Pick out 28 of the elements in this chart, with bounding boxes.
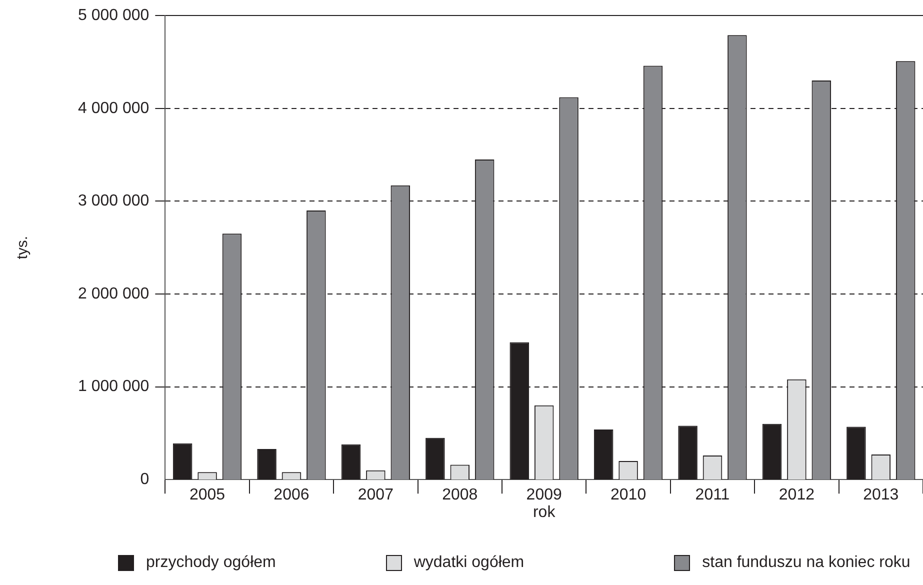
y-tick-label: 4 000 000 <box>78 100 150 117</box>
bar <box>678 426 698 480</box>
x-tick-label: 2007 <box>358 486 394 504</box>
bar <box>172 443 192 480</box>
x-tick-label: 2006 <box>274 486 310 504</box>
bar <box>426 438 445 480</box>
bar <box>341 444 361 480</box>
x-tick-label: 2010 <box>610 486 646 504</box>
y-tick-label: 2 000 000 <box>78 285 150 302</box>
x-tick-label: 2011 <box>695 486 730 504</box>
x-axis-title: rok <box>532 504 556 521</box>
bar <box>594 429 614 480</box>
x-tick-label: 2008 <box>442 486 478 504</box>
x-tick-label: 2012 <box>778 486 815 504</box>
legend-label: wydatki ogółem <box>414 554 524 572</box>
x-tick-label: 2005 <box>189 486 226 504</box>
bar <box>257 448 276 480</box>
y-tick-label: 0 <box>140 471 150 488</box>
bar <box>846 426 866 480</box>
y-tick-label: 1 000 000 <box>78 378 150 396</box>
bar <box>762 424 782 480</box>
y-axis-title: tys. <box>14 236 32 260</box>
legend-label: przychody ogółem <box>146 554 276 572</box>
y-tick-label: 5 000 000 <box>78 7 150 24</box>
y-tick-label: 3 000 000 <box>78 192 150 210</box>
x-tick-label: 2009 <box>526 486 562 504</box>
legend-label: stan funduszu na koniec roku <box>702 554 910 572</box>
x-tick-label: 2013 <box>863 486 899 504</box>
